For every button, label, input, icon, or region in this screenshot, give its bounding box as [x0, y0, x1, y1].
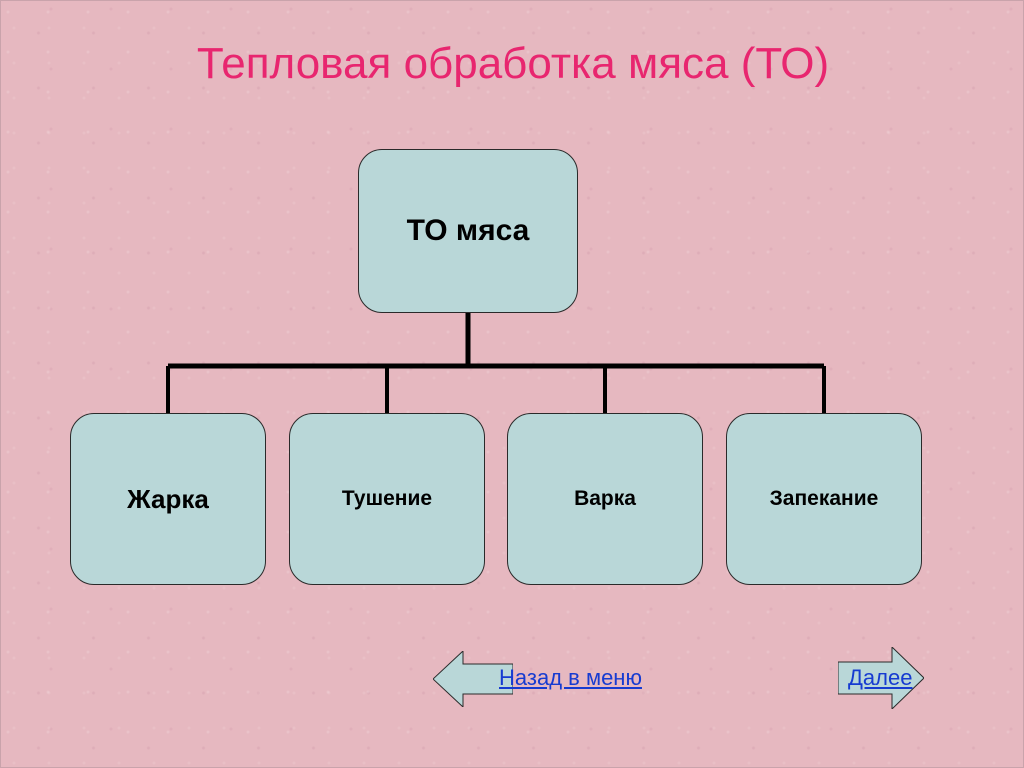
tree-child-node: Варка	[507, 413, 703, 585]
next-link[interactable]: Далее	[848, 665, 912, 691]
slide-title: Тепловая обработка мяса (ТО)	[1, 39, 1024, 89]
tree-root-node: ТО мяса	[358, 149, 578, 313]
tree-child-node: Тушение	[289, 413, 485, 585]
back-to-menu-link[interactable]: Назад в меню	[499, 665, 642, 691]
tree-child-node: Жарка	[70, 413, 266, 585]
tree-child-node: Запекание	[726, 413, 922, 585]
